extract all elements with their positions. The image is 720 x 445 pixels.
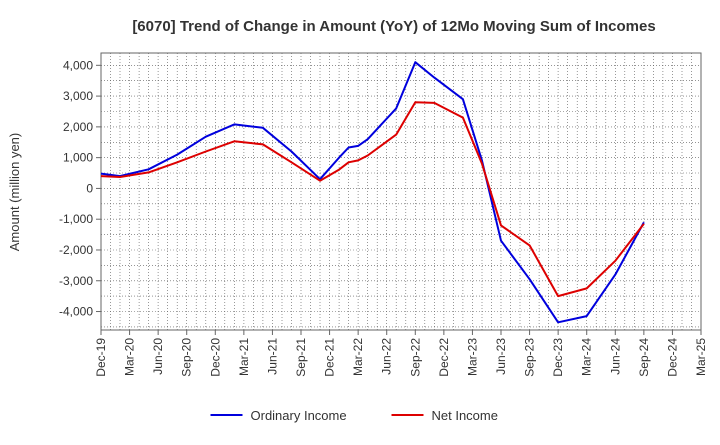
legend: Ordinary Income Net Income [210,408,498,423]
y-tick-label: 2,000 [63,120,93,134]
series-layer [100,61,645,324]
x-tick-label: Mar-22 [351,338,365,376]
x-tick-label: Sep-24 [637,338,651,377]
x-tick-label: Mar-21 [237,338,251,376]
series-line-0 [100,61,645,324]
y-tick-label: 3,000 [63,89,93,103]
y-tick-label: -2,000 [59,243,93,257]
y-axis-label: Amount (million yen) [7,133,22,252]
x-tick-label: Jun-21 [265,338,279,375]
y-tick-label: 0 [86,181,93,195]
legend-label-0: Ordinary Income [251,408,347,423]
y-tick-label: 4,000 [63,58,93,72]
chart-title: [6070] Trend of Change in Amount (YoY) o… [132,18,655,35]
y-tick-label: -4,000 [59,305,93,319]
x-tick-label: Mar-25 [694,338,708,376]
legend-label-1: Net Income [432,408,498,423]
x-tick-label: Dec-22 [437,338,451,377]
x-tick-label: Sep-22 [408,338,422,377]
y-axis-ticks: 4,000 3,000 2,000 1,000 0 -1,000 -2,000 -3,000 -… [59,58,101,319]
x-tick-label: Sep-23 [523,338,537,377]
x-tick-label: Dec-23 [551,338,565,377]
x-tick-label: Mar-24 [580,338,594,376]
x-tick-label: Jun-24 [608,338,622,375]
x-tick-label: Dec-21 [323,338,337,377]
x-tick-label: Sep-21 [294,338,308,377]
x-tick-label: Jun-23 [494,338,508,375]
x-tick-label: Jun-20 [151,338,165,375]
x-tick-label: Mar-23 [465,338,479,376]
x-tick-label: Dec-19 [94,338,108,377]
y-tick-label: 1,000 [63,151,93,165]
y-tick-label: -3,000 [59,274,93,288]
x-tick-label: Sep-20 [180,338,194,377]
x-tick-label: Dec-24 [665,338,679,377]
series-line-1 [100,101,645,298]
x-tick-label: Jun-22 [380,338,394,375]
x-axis-ticks: Dec-19 Mar-20 Jun-20 Sep-20 Dec-20 Mar-21 Jun-… [94,330,708,377]
x-tick-label: Dec-20 [208,338,222,377]
y-tick-label: -1,000 [59,212,93,226]
plot-frame [100,52,702,331]
x-tick-label: Mar-20 [123,338,137,376]
